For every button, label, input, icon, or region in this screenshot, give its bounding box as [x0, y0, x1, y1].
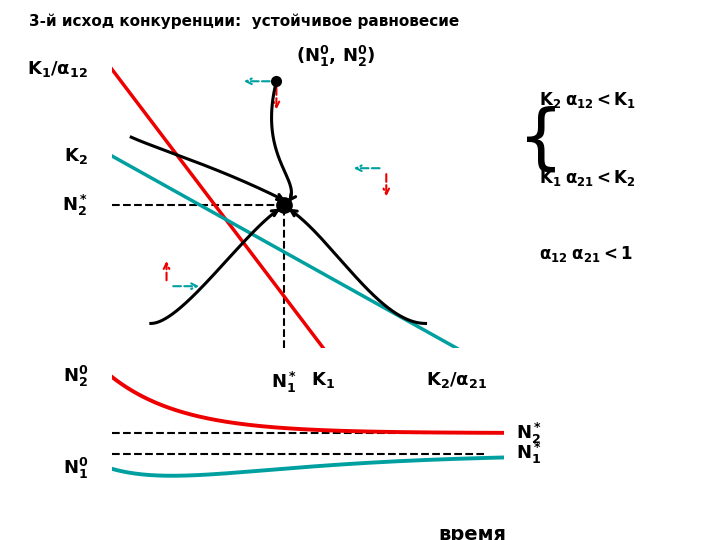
Text: $\mathbf{N^0_2}$: $\mathbf{N^0_2}$	[63, 364, 88, 389]
Text: $\mathbf{(N^0_1,\,N^0_2)}$: $\mathbf{(N^0_1,\,N^0_2)}$	[296, 44, 375, 69]
Text: $\mathbf{K_1}$: $\mathbf{K_1}$	[312, 370, 336, 390]
Text: $\mathbf{N^*_2}$: $\mathbf{N^*_2}$	[516, 421, 541, 446]
Text: время: время	[438, 525, 507, 540]
Text: $\mathbf{K_2/\alpha_{21}}$: $\mathbf{K_2/\alpha_{21}}$	[426, 370, 487, 390]
Text: $\mathbf{N^*_1}$: $\mathbf{N^*_1}$	[516, 441, 541, 467]
Text: $\mathbf{K_2\;\alpha_{12} < K_1}$: $\mathbf{K_2\;\alpha_{12} < K_1}$	[539, 90, 636, 110]
Text: {: {	[518, 106, 564, 175]
Text: $\mathbf{K_2}$: $\mathbf{K_2}$	[64, 146, 88, 166]
Text: $\mathbf{\alpha_{12}\;\alpha_{21} < 1}$: $\mathbf{\alpha_{12}\;\alpha_{21} < 1}$	[539, 244, 632, 264]
Text: 3-й исход конкуренции:  устойчивое равновесие: 3-й исход конкуренции: устойчивое равнов…	[29, 14, 459, 29]
Text: $\mathbf{K_1\;\alpha_{21} < K_2}$: $\mathbf{K_1\;\alpha_{21} < K_2}$	[539, 168, 636, 188]
Text: $\mathbf{N^*_2}$: $\mathbf{N^*_2}$	[62, 193, 88, 218]
Text: $\mathbf{N^*_1}$: $\mathbf{N^*_1}$	[271, 370, 297, 395]
Text: $\mathbf{N^0_1}$: $\mathbf{N^0_1}$	[63, 456, 88, 481]
Text: $\mathbf{K_1/\alpha_{12}}$: $\mathbf{K_1/\alpha_{12}}$	[27, 59, 88, 79]
